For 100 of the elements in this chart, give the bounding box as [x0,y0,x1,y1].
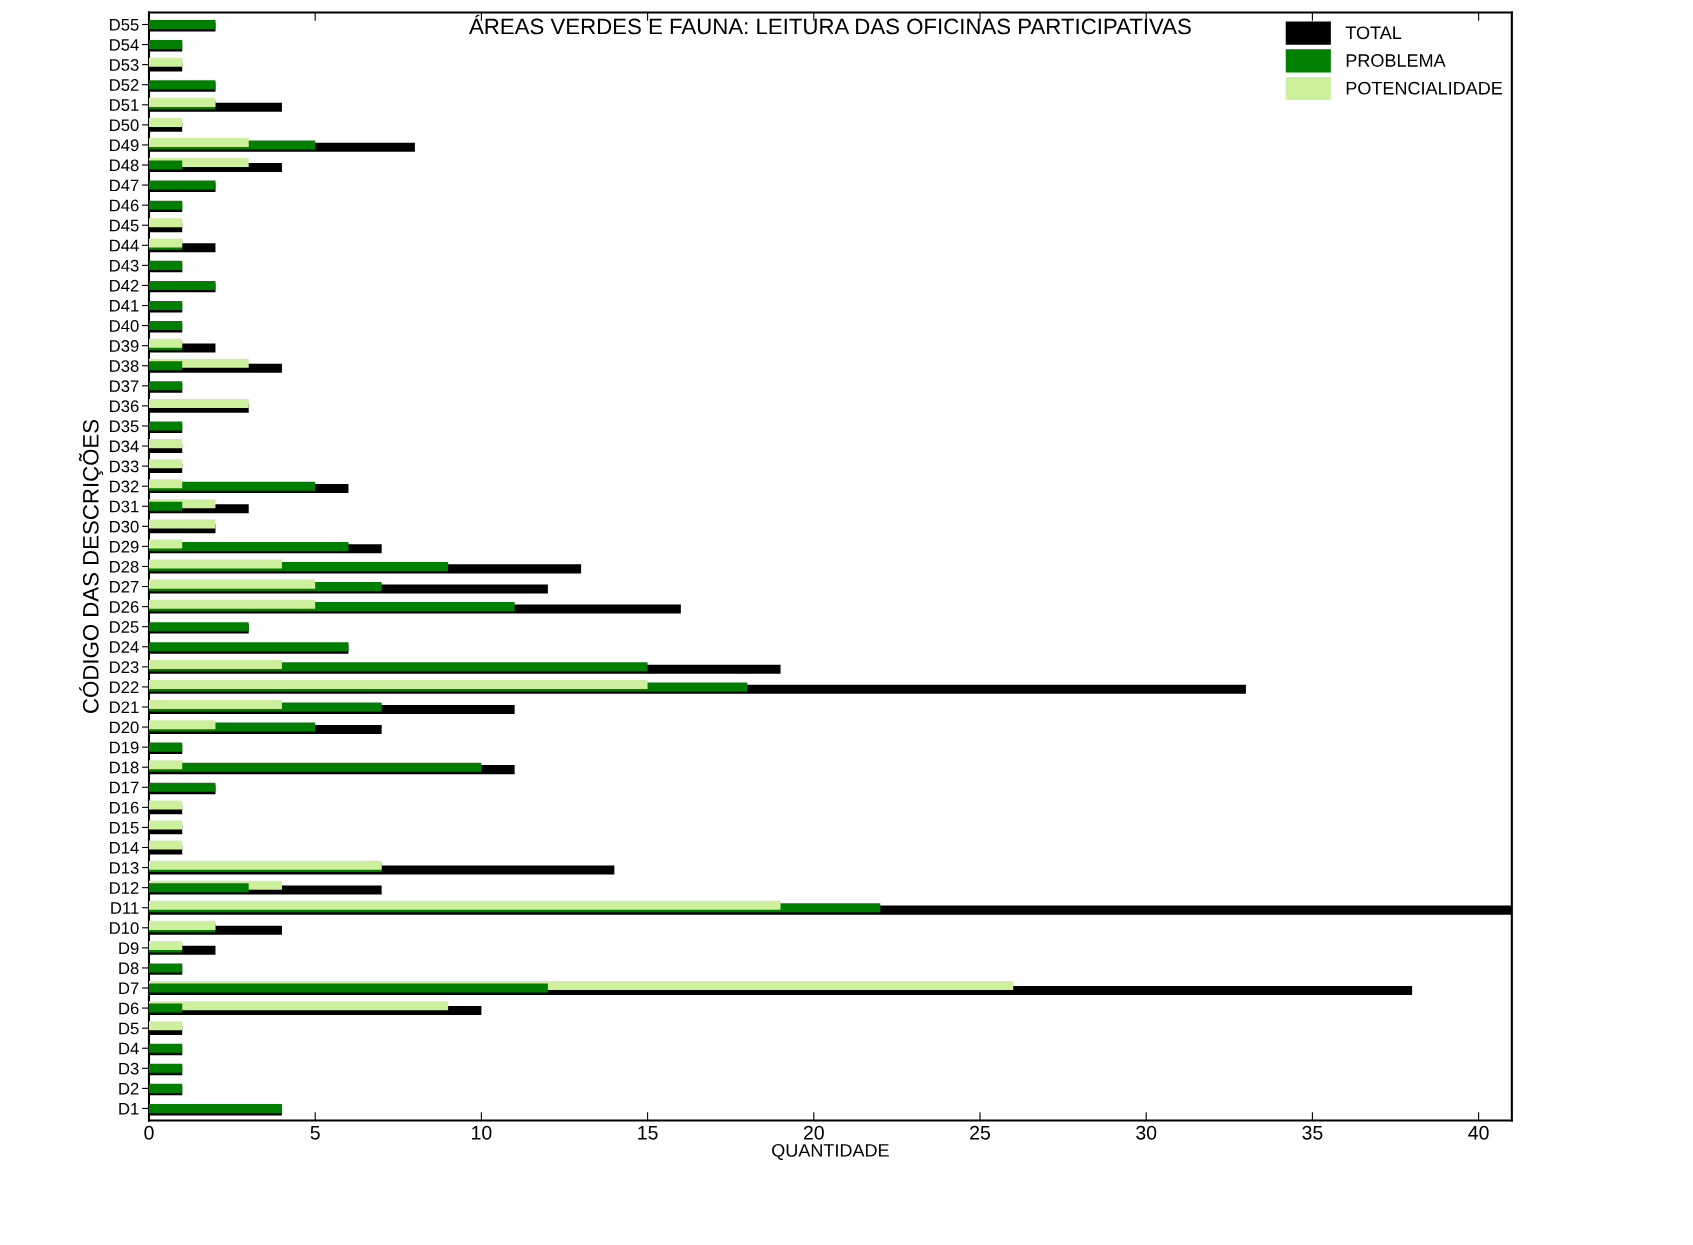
legend-label: PROBLEMA [1346,54,1446,67]
y-tick-label: D32 [110,480,139,493]
y-tick-label: D55 [110,19,139,31]
y-tick-label: D4 [119,1042,139,1055]
bar [148,760,183,770]
bar [148,519,216,529]
y-tick-label: D42 [110,279,139,292]
y-tick-label: D41 [110,300,139,312]
y-tick-label: D31 [110,500,139,513]
y-tick-label: D19 [110,741,139,754]
y-tick-label: D52 [110,79,139,91]
y-tick-label: D43 [110,259,139,272]
x-tick-label: 5 [310,1126,320,1140]
bar [148,398,249,408]
y-tick-label: D14 [110,842,139,854]
y-tick-label: D9 [119,942,139,955]
y-tick-label: D54 [110,39,139,51]
bar [148,820,183,830]
y-tick-label: D7 [119,982,139,995]
y-tick-label: D8 [119,962,139,975]
y-tick-label: D28 [110,560,139,573]
y-tick-label: D33 [110,460,139,473]
y-tick-label: D45 [110,219,139,232]
x-tick-label: 35 [1302,1125,1323,1140]
bar [148,1001,449,1011]
y-tick-label: D6 [119,1002,139,1015]
y-tick-label: D3 [119,1062,139,1075]
y-tick-label: D17 [110,781,139,794]
bar [148,459,183,469]
legend-label: POTENCIALIDADE [1346,81,1503,95]
y-axis-title: CÓDIGO DAS DESCRIÇÕES [78,419,104,713]
y-tick-label: D34 [110,440,139,453]
bar [148,679,648,690]
bar [148,439,183,449]
bar [148,983,548,993]
y-tick-label: D13 [110,861,139,874]
bar [148,700,282,710]
x-tick-label: 15 [638,1126,658,1140]
bar [148,539,183,549]
y-tick-label: D51 [110,99,139,111]
y-tick-label: D39 [110,340,139,352]
y-tick-label: D50 [110,119,139,132]
bar [148,57,183,67]
y-tick-label: D40 [110,320,139,332]
y-tick-label: D49 [110,139,139,152]
y-tick-label: D46 [110,199,139,212]
y-tick-label: D26 [110,601,139,613]
bar [148,800,183,810]
y-tick-label: D30 [110,520,139,533]
y-tick-label: D16 [110,801,139,814]
y-tick-label: D27 [110,580,139,593]
bar [148,659,282,669]
y-tick-label: D11 [111,902,139,914]
bar [148,361,183,371]
y-tick-label: D24 [110,641,139,653]
y-tick-label: D20 [110,721,139,734]
bar [148,900,781,910]
y-tick-label: D48 [110,159,139,172]
bar [148,160,183,170]
bar [148,501,183,511]
legend-label: TOTAL [1345,26,1402,40]
y-tick-label: D15 [110,822,139,834]
bar [148,579,316,589]
y-tick-label: D21 [110,701,139,714]
bar [148,117,183,127]
chart-title: ÁREAS VERDES E FAUNA: LEITURA DAS OFICINAS PARTICIPATIVAS [469,14,1191,35]
x-tick-label: 40 [1468,1125,1489,1140]
y-tick-label: D47 [110,179,139,192]
bar [148,559,282,569]
bar [148,599,316,609]
y-tick-label: D1 [119,1103,139,1115]
bar [148,762,482,772]
y-tick-label: D22 [110,681,139,693]
x-tick-label: 30 [1136,1125,1157,1140]
y-tick-label: D12 [110,882,139,894]
y-tick-label: D18 [110,761,139,774]
bar [148,479,183,489]
y-tick-label: D2 [119,1082,139,1095]
y-tick-label: D35 [110,420,139,433]
y-tick-label: D37 [110,380,139,393]
x-tick-label: 10 [472,1125,492,1140]
x-tick-label: 25 [970,1125,990,1140]
x-tick-label: 0 [144,1125,154,1140]
y-tick-label: D5 [119,1022,139,1035]
bar [148,720,216,730]
y-tick-label: D29 [110,540,139,553]
bar [148,1003,183,1013]
bar [148,218,183,228]
y-tick-label: D10 [110,922,139,934]
x-axis-title: QUANTIDADE [772,1143,889,1160]
y-tick-label: D44 [110,239,139,252]
y-tick-label: D23 [110,661,139,674]
bar [148,1021,183,1031]
bar [148,840,183,850]
y-tick-label: D36 [110,400,139,413]
x-tick-label: 20 [803,1125,824,1140]
y-tick-label: D25 [110,621,139,633]
y-tick-label: D53 [110,59,139,71]
bar [148,138,249,148]
y-tick-label: D38 [110,360,139,372]
